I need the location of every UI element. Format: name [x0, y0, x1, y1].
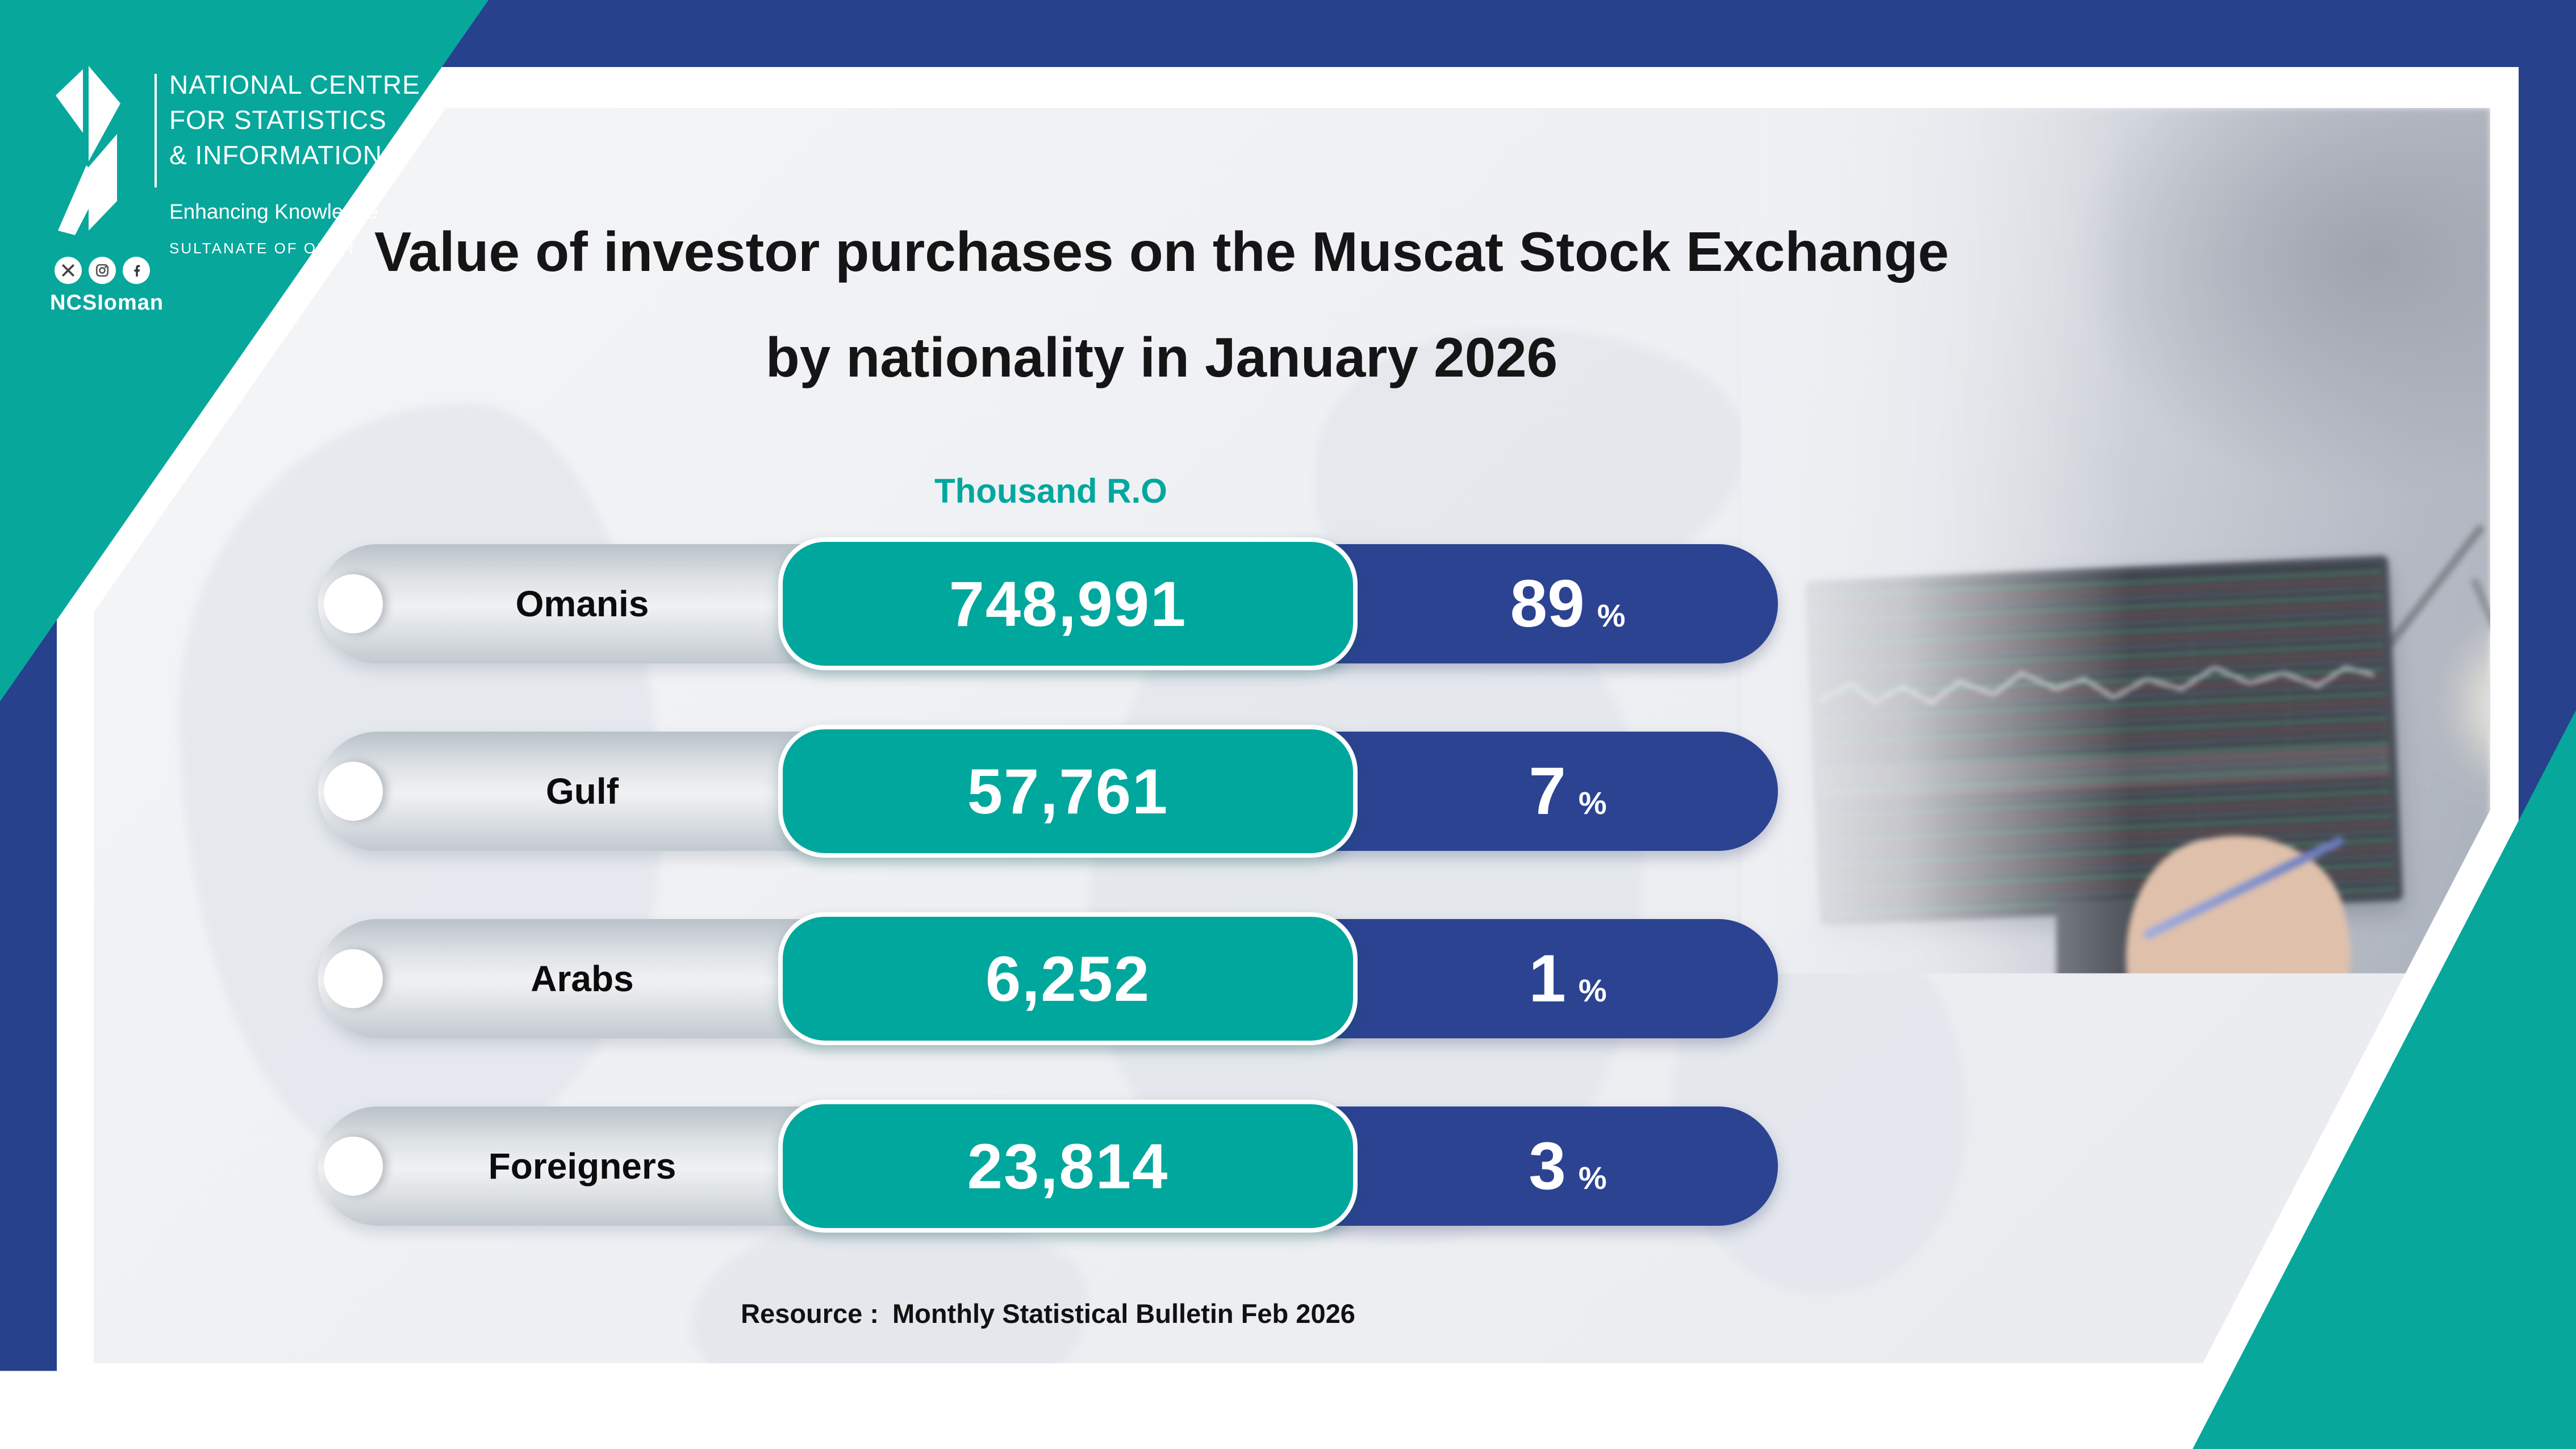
percent-text: 89 % — [1358, 544, 1778, 663]
row-dot — [324, 949, 383, 1008]
table-row: Omanis 748,991 89 % — [318, 544, 1778, 663]
category-label: Foreigners — [386, 1106, 778, 1226]
org-name: NATIONAL CENTRE FOR STATISTICS & INFORMA… — [169, 67, 420, 173]
value-pill: 23,814 — [778, 1100, 1358, 1233]
value-text: 57,761 — [967, 755, 1169, 828]
category-label: Omanis — [386, 544, 778, 663]
percent-text: 7 % — [1358, 732, 1778, 851]
value-pill: 748,991 — [778, 537, 1358, 670]
percent-sign: % — [1579, 784, 1607, 821]
page-title: Value of investor purchases on the Musca… — [341, 199, 1982, 410]
facebook-icon — [123, 257, 150, 284]
table-row: Gulf 57,761 7 % — [318, 732, 1778, 851]
value-pill: 6,252 — [778, 912, 1358, 1045]
title-line1: Value of investor purchases on the Musca… — [341, 199, 1982, 304]
infographic-canvas: Value of investor purchases on the Musca… — [0, 0, 2576, 1449]
ncsi-logo-mark — [53, 66, 150, 236]
value-text: 23,814 — [967, 1130, 1169, 1203]
category-label: Gulf — [386, 732, 778, 851]
instagram-icon — [89, 257, 116, 284]
x-icon — [55, 257, 82, 284]
social-icons — [55, 257, 150, 284]
table-row: Foreigners 23,814 3 % — [318, 1106, 1778, 1226]
percent-sign: % — [1579, 972, 1607, 1009]
row-dot — [324, 762, 383, 821]
percent-sign: % — [1597, 597, 1626, 634]
percent-text: 1 % — [1358, 919, 1778, 1038]
resource-note: Resource : Monthly Statistical Bulletin F… — [318, 1298, 1778, 1329]
logo-divider — [155, 74, 157, 187]
value-pill: 57,761 — [778, 725, 1358, 858]
table-row: Arabs 6,252 1 % — [318, 919, 1778, 1038]
row-dot — [324, 1137, 383, 1196]
category-label: Arabs — [386, 919, 778, 1038]
unit-label: Thousand R.O — [341, 471, 1761, 511]
org-tagline: Enhancing Knowledge — [169, 200, 378, 224]
chart-rows: Omanis 748,991 89 % Gulf 57,761 7 % — [318, 544, 1778, 1294]
title-line2: by nationality in January 2026 — [341, 304, 1982, 410]
value-text: 6,252 — [986, 942, 1150, 1016]
value-text: 748,991 — [949, 567, 1187, 641]
row-dot — [324, 574, 383, 633]
percent-text: 3 % — [1358, 1106, 1778, 1226]
resource-label: Resource : — [741, 1298, 879, 1329]
org-country: SULTANATE OF OMAN — [169, 240, 355, 257]
percent-sign: % — [1579, 1159, 1607, 1196]
social-handle: NCSIoman — [50, 291, 164, 315]
resource-text: Monthly Statistical Bulletin Feb 2026 — [892, 1298, 1355, 1329]
